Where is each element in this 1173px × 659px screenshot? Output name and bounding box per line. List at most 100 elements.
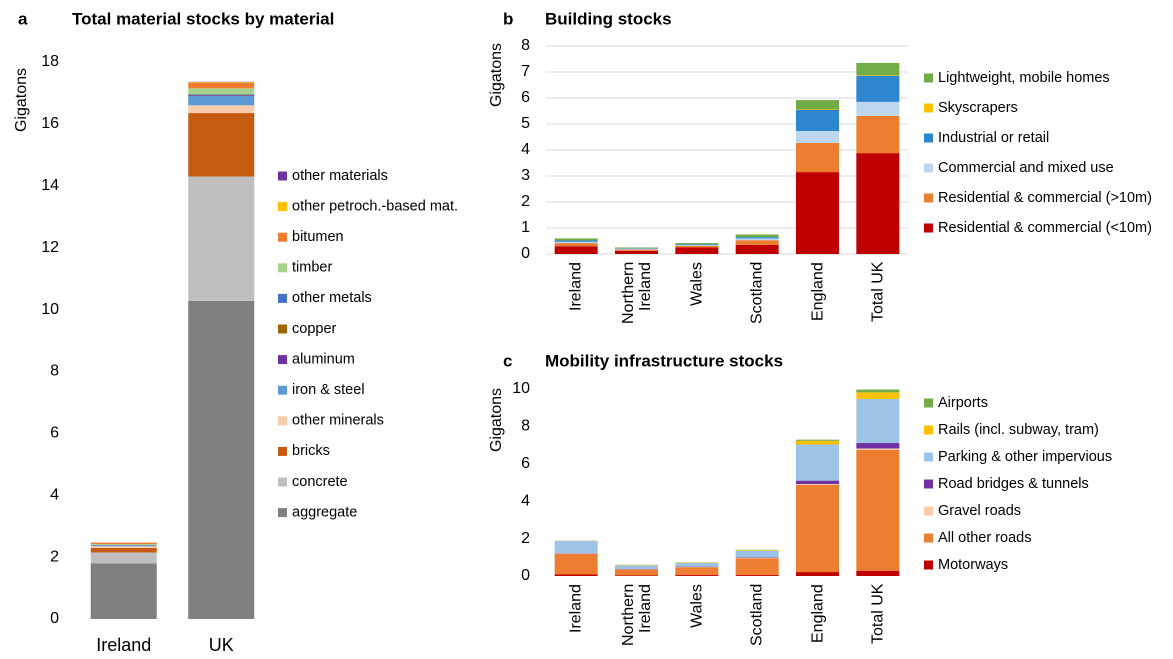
legend-label: copper [292, 321, 337, 337]
panel-letter: c [503, 351, 512, 370]
bar-segment [90, 552, 157, 564]
legend-label: Commercial and mixed use [938, 160, 1114, 176]
legend-label: bitumen [292, 229, 344, 245]
y-tick-label: 7 [521, 63, 530, 80]
y-tick-label: 2 [521, 193, 530, 210]
bar-segment [615, 247, 658, 249]
y-tick-label: 16 [41, 115, 59, 132]
y-tick-label: 6 [50, 425, 59, 442]
y-tick-label: 6 [521, 455, 530, 472]
legend-swatch [278, 385, 287, 395]
bar-segment [90, 547, 157, 553]
y-tick-label: 5 [521, 115, 530, 132]
bar-segment [796, 131, 839, 143]
legend-label: Motorways [938, 557, 1008, 573]
bar-segment [735, 550, 779, 551]
bar-segment [796, 440, 839, 445]
bar-segment [735, 557, 779, 558]
bar-segment [796, 483, 839, 485]
chart-title: Total material stocks by material [72, 9, 334, 28]
legend-label: Residential & commercial (>10m) [938, 190, 1152, 206]
bar-segment [188, 96, 255, 106]
y-tick-label: 4 [521, 141, 530, 158]
bar-segment [796, 109, 839, 132]
bar-segment [735, 240, 779, 245]
legend-swatch [278, 355, 287, 365]
bar-segment [90, 563, 157, 619]
bar-segment [796, 439, 839, 441]
y-tick-label: 4 [521, 492, 530, 509]
bar-segment [796, 572, 839, 576]
bar-segment [90, 544, 157, 546]
bar-segment [796, 480, 839, 484]
legend-swatch [924, 193, 933, 203]
bar-segment [675, 562, 719, 567]
bar-segment [796, 100, 839, 110]
legend-label: iron & steel [292, 382, 365, 398]
legend-label: concrete [292, 474, 348, 490]
x-tick-label: England [809, 262, 826, 321]
panel-letter: a [18, 9, 28, 28]
bar-segment [856, 101, 900, 116]
x-tick-label: Total UK [869, 584, 887, 645]
bar-segment [675, 245, 719, 246]
bar-segment [856, 443, 900, 449]
x-tick-label: Wales [688, 584, 706, 628]
bar-segment [856, 449, 900, 571]
legend-swatch [924, 425, 933, 435]
bar-segment [856, 448, 900, 450]
y-tick-label: 0 [50, 610, 59, 627]
bar-segment [735, 558, 779, 576]
bar-segment [615, 250, 658, 254]
y-axis-label: Gigatons [488, 43, 505, 107]
bar-segment [90, 542, 157, 545]
bar-segment [675, 244, 719, 246]
bar-segment [796, 142, 839, 173]
bar-segment [735, 550, 779, 558]
bar-segment [554, 553, 598, 575]
bar-segment [796, 484, 839, 573]
bar-segment [554, 240, 598, 242]
legend-label: Gravel roads [938, 503, 1021, 519]
y-tick-label: 10 [512, 380, 530, 397]
legend-swatch [924, 398, 933, 408]
y-tick-label: 2 [50, 548, 59, 565]
y-tick-label: 8 [521, 37, 530, 54]
x-tick-label: England [809, 584, 826, 643]
bar-segment [735, 244, 779, 254]
x-tick-label: Scotland [748, 262, 766, 325]
legend-label: aggregate [292, 504, 357, 520]
legend-label: Parking & other impervious [938, 449, 1112, 465]
y-tick-label: 2 [521, 530, 530, 547]
legend-label: All other roads [938, 530, 1032, 546]
y-axis-label: Gigatons [488, 388, 505, 452]
chart-title: Building stocks [545, 9, 672, 28]
y-tick-label: 12 [41, 239, 59, 256]
bar-segment [554, 238, 598, 241]
bar-segment [856, 75, 900, 76]
legend-swatch [278, 477, 287, 487]
panel-letter: b [503, 9, 513, 28]
legend-label: Lightweight, mobile homes [938, 70, 1110, 86]
x-tick-label: Scotland [748, 584, 766, 647]
legend-swatch [278, 446, 287, 456]
bar-segment [675, 575, 719, 576]
x-tick-label: Northern Ireland [619, 262, 654, 325]
bar-segment [554, 241, 598, 244]
bar-segment [188, 105, 255, 114]
x-tick-label: Wales [688, 262, 706, 306]
legend-swatch [924, 452, 933, 462]
bar-segment [856, 62, 900, 76]
bar-segment [615, 569, 658, 576]
x-tick-label: Northern Ireland [619, 584, 654, 647]
y-tick-label: 10 [41, 301, 59, 318]
legend-label: other petroch.-based mat. [292, 198, 458, 214]
legend-swatch [278, 171, 287, 181]
legend-swatch [924, 103, 933, 113]
bar-segment [856, 75, 900, 102]
x-tick-label: Ireland [96, 635, 151, 655]
bar-segment [735, 234, 779, 238]
x-tick-label: Ireland [567, 584, 585, 633]
